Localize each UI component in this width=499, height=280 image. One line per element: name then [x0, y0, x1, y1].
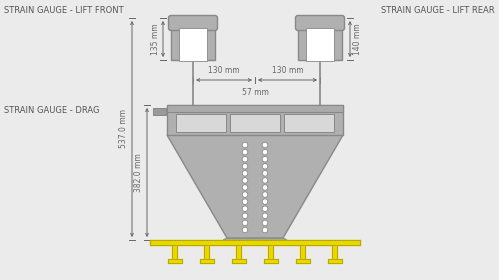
Circle shape: [242, 164, 248, 169]
Circle shape: [262, 220, 268, 226]
Circle shape: [242, 192, 248, 197]
Text: 140 mm: 140 mm: [353, 23, 362, 55]
Circle shape: [242, 142, 248, 148]
Circle shape: [242, 171, 248, 176]
Polygon shape: [167, 105, 343, 135]
Polygon shape: [176, 114, 226, 132]
Polygon shape: [171, 18, 215, 60]
Polygon shape: [284, 114, 334, 132]
Polygon shape: [167, 135, 343, 238]
Circle shape: [262, 156, 268, 162]
Polygon shape: [153, 108, 166, 115]
Circle shape: [262, 199, 268, 204]
Circle shape: [262, 192, 268, 197]
Polygon shape: [167, 105, 343, 112]
Text: 135 mm: 135 mm: [152, 23, 161, 55]
Polygon shape: [298, 18, 342, 60]
Circle shape: [242, 149, 248, 155]
Circle shape: [242, 227, 248, 233]
Polygon shape: [306, 28, 334, 60]
Circle shape: [242, 220, 248, 226]
Circle shape: [262, 185, 268, 190]
Circle shape: [262, 206, 268, 212]
FancyBboxPatch shape: [169, 15, 218, 31]
Circle shape: [262, 171, 268, 176]
Text: 130 mm: 130 mm: [271, 66, 303, 75]
Circle shape: [262, 213, 268, 219]
Polygon shape: [223, 238, 287, 240]
Circle shape: [262, 227, 268, 233]
Circle shape: [242, 213, 248, 219]
Text: 57 mm: 57 mm: [242, 88, 268, 97]
Text: STRAIN GAUGE - LIFT REAR: STRAIN GAUGE - LIFT REAR: [381, 6, 495, 15]
Circle shape: [242, 156, 248, 162]
Text: 382.0 mm: 382.0 mm: [135, 153, 144, 192]
Circle shape: [242, 185, 248, 190]
Circle shape: [262, 164, 268, 169]
Circle shape: [242, 178, 248, 183]
Text: STRAIN GAUGE - DRAG: STRAIN GAUGE - DRAG: [4, 106, 99, 115]
Circle shape: [262, 149, 268, 155]
Text: STRAIN GAUGE - LIFT FRONT: STRAIN GAUGE - LIFT FRONT: [4, 6, 124, 15]
Polygon shape: [179, 28, 207, 60]
Circle shape: [242, 206, 248, 212]
Circle shape: [262, 178, 268, 183]
Circle shape: [262, 142, 268, 148]
FancyBboxPatch shape: [295, 15, 344, 31]
Circle shape: [242, 199, 248, 204]
Text: 537.0 mm: 537.0 mm: [119, 109, 129, 148]
Text: 130 mm: 130 mm: [208, 66, 240, 75]
Polygon shape: [230, 114, 280, 132]
